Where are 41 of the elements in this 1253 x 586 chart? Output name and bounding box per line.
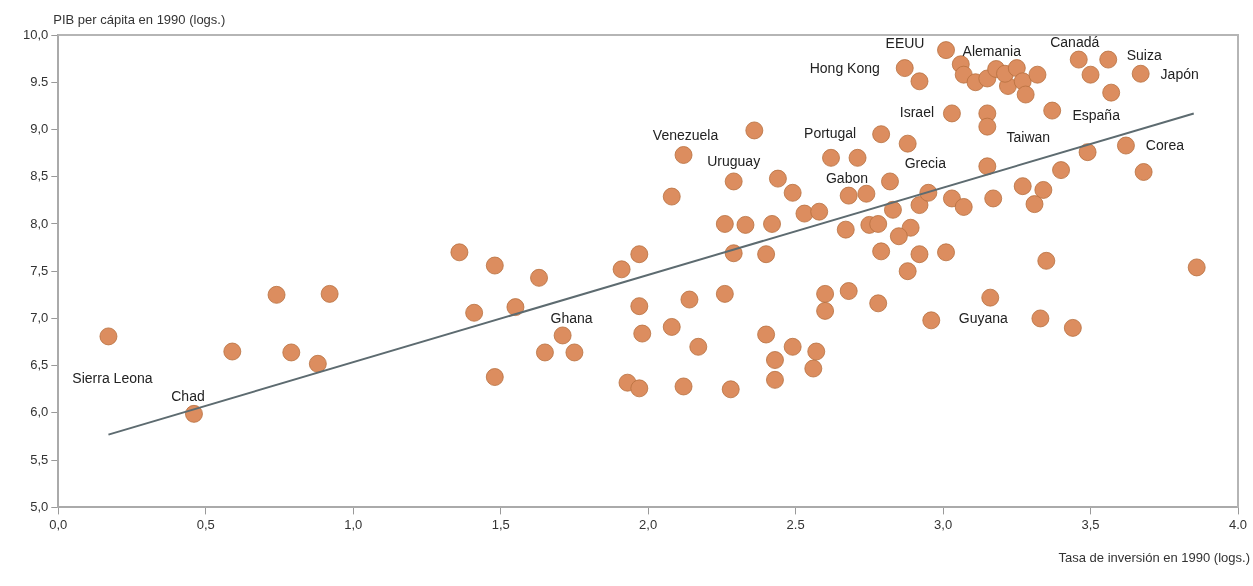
annotation: Suiza bbox=[1126, 47, 1162, 64]
y-tick-label: 5,0 bbox=[30, 498, 49, 514]
annotation: Chad bbox=[171, 387, 205, 404]
x-tick-label: 1,0 bbox=[344, 516, 363, 532]
annotation: Sierra Leona bbox=[72, 370, 153, 387]
x-tick-label: 0,5 bbox=[196, 516, 215, 532]
y-axis-title: PIB per cápita en 1990 (logs.) bbox=[53, 12, 226, 28]
annotation: Ghana bbox=[550, 310, 593, 327]
annotation: Taiwan bbox=[1006, 128, 1051, 145]
annotation: EEUU bbox=[885, 34, 925, 51]
x-tick-label: 2,0 bbox=[639, 516, 658, 532]
y-tick-label: 8,5 bbox=[30, 168, 49, 184]
x-tick-label: 2.5 bbox=[786, 516, 805, 532]
y-tick-label: 7,0 bbox=[30, 310, 49, 326]
annotation: Canadá bbox=[1050, 34, 1100, 51]
annotation: Venezuela bbox=[652, 126, 719, 143]
x-tick-label: 3,0 bbox=[934, 516, 953, 532]
annotation: Uruguay bbox=[707, 153, 761, 170]
y-tick-label: 7,5 bbox=[30, 262, 49, 278]
annotation: Guyana bbox=[958, 310, 1008, 327]
y-tick-label: 6,5 bbox=[30, 357, 49, 373]
y-tick-label: 6,0 bbox=[30, 404, 49, 420]
annotation: Alemania bbox=[962, 43, 1022, 60]
y-tick-label: 9,0 bbox=[30, 121, 49, 137]
x-tick-label: 3,5 bbox=[1081, 516, 1100, 532]
x-tick-label: 0,0 bbox=[49, 516, 68, 532]
annotation: España bbox=[1072, 107, 1121, 124]
annotation: Israel bbox=[899, 104, 935, 121]
y-tick-label: 5,5 bbox=[30, 451, 49, 467]
x-tick-label: 4.0 bbox=[1228, 516, 1248, 532]
annotation: Hong Kong bbox=[809, 59, 880, 76]
y-tick-label: 10,0 bbox=[22, 26, 49, 42]
annotation: Grecia bbox=[904, 154, 947, 171]
x-axis-title: Tasa de inversión en 1990 (logs.) bbox=[1058, 550, 1250, 566]
x-tick-label: 1,5 bbox=[491, 516, 510, 532]
annotation: Corea bbox=[1145, 137, 1185, 154]
annotation: Portugal bbox=[804, 125, 857, 142]
y-tick-label: 9.5 bbox=[30, 73, 49, 89]
annotation: Gabon bbox=[825, 170, 869, 187]
y-tick-label: 8,0 bbox=[30, 215, 49, 231]
annotation: Japón bbox=[1160, 65, 1199, 82]
